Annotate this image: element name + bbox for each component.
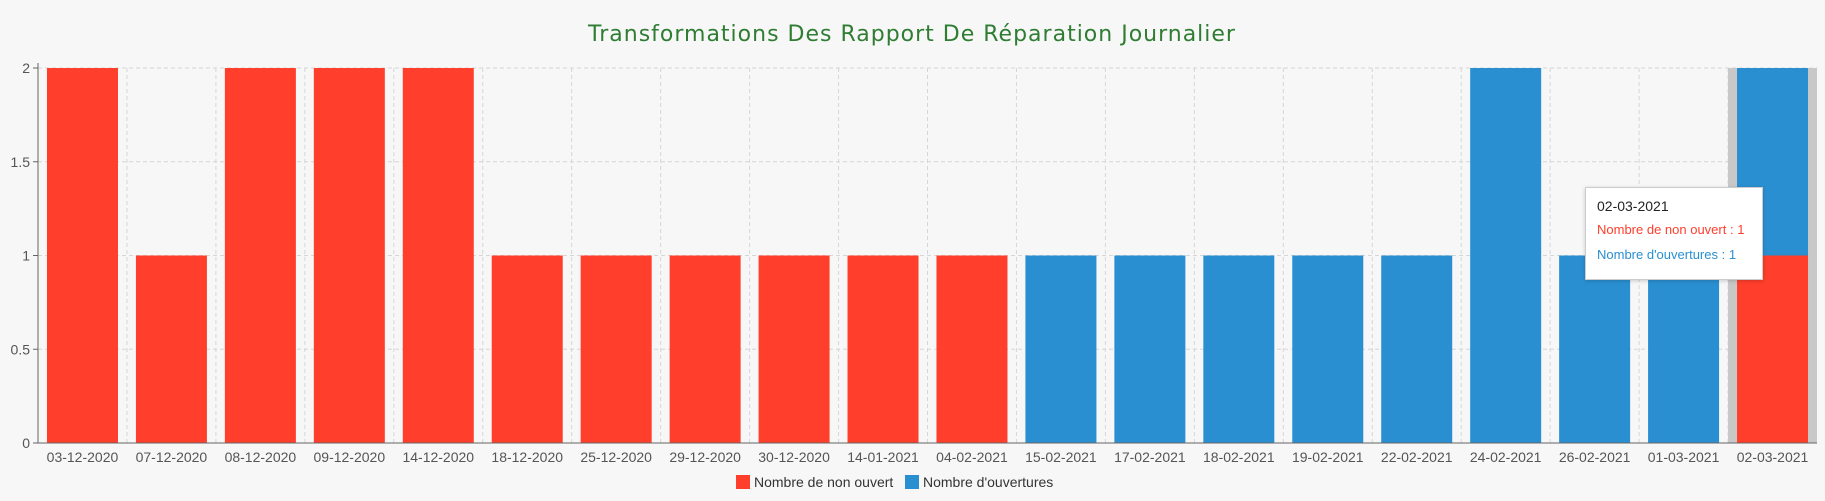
x-axis-ticks: 03-12-2020 07-12-2020 08-12-2020 09-12-2020…: [47, 449, 1809, 465]
x-tick-label: 08-12-2020: [225, 449, 297, 465]
tooltip-line-non-ouvert: Nombre de non ouvert : 1: [1597, 222, 1745, 237]
y-tick-label: 0.5: [11, 341, 31, 357]
x-tick-label: 29-12-2020: [669, 449, 741, 465]
x-tick-label: 09-12-2020: [314, 449, 386, 465]
x-tick-label: 24-02-2021: [1470, 449, 1542, 465]
legend-swatch: [905, 475, 919, 489]
tooltip-title: 02-03-2021: [1597, 198, 1669, 214]
x-tick-label: 04-02-2021: [936, 449, 1008, 465]
bar-non-ouvert-03-12-2020: [46, 68, 118, 443]
x-tick-label: 17-02-2021: [1114, 449, 1186, 465]
bar-non-ouvert-02-03-2021: [1737, 255, 1809, 443]
bar-non-ouvert-14-01-2021: [847, 255, 919, 443]
bar-non-ouvert-04-02-2021: [936, 255, 1008, 443]
bar-non-ouvert-14-12-2020: [402, 68, 474, 443]
bar-ouvertures-22-02-2021: [1381, 255, 1453, 443]
x-tick-label: 07-12-2020: [136, 449, 208, 465]
bar-ouvertures-19-02-2021: [1292, 255, 1364, 443]
y-tick-label: 1: [22, 248, 30, 264]
legend-label: Nombre de non ouvert: [754, 474, 893, 490]
tooltip: 02-03-2021 Nombre de non ouvert : 1 Nomb…: [1585, 187, 1763, 280]
legend-swatch: [736, 475, 750, 489]
x-tick-label: 14-12-2020: [402, 449, 474, 465]
x-tick-label: 02-03-2021: [1737, 449, 1809, 465]
bar-ouvertures-01-03-2021: [1648, 255, 1720, 443]
bar-ouvertures-17-02-2021: [1114, 255, 1186, 443]
x-tick-label: 19-02-2021: [1292, 449, 1364, 465]
bar-ouvertures-26-02-2021: [1559, 255, 1631, 443]
axes: [37, 63, 1817, 444]
y-tick-label: 0: [22, 435, 30, 451]
legend: Nombre de non ouvert Nombre d'ouvertures: [736, 474, 1053, 490]
bar-non-ouvert-07-12-2020: [135, 255, 207, 443]
bar-ouvertures-24-02-2021: [1470, 68, 1542, 443]
bar-ouvertures-18-02-2021: [1203, 255, 1275, 443]
bars: [46, 68, 1809, 443]
bar-non-ouvert-25-12-2020: [580, 255, 652, 443]
x-tick-label: 30-12-2020: [758, 449, 830, 465]
bar-non-ouvert-30-12-2020: [758, 255, 830, 443]
x-tick-label: 25-12-2020: [580, 449, 652, 465]
bar-non-ouvert-08-12-2020: [224, 68, 296, 443]
bar-non-ouvert-09-12-2020: [313, 68, 385, 443]
x-tick-label: 15-02-2021: [1025, 449, 1097, 465]
x-tick-label: 18-12-2020: [491, 449, 563, 465]
y-tick-label: 2: [22, 60, 30, 76]
bar-non-ouvert-29-12-2020: [669, 255, 741, 443]
x-tick-label: 26-02-2021: [1559, 449, 1631, 465]
bar-non-ouvert-18-12-2020: [491, 255, 563, 443]
tooltip-line-ouvertures: Nombre d'ouvertures : 1: [1597, 247, 1737, 262]
x-tick-label: 18-02-2021: [1203, 449, 1275, 465]
x-tick-label: 14-01-2021: [847, 449, 919, 465]
grid-lines: [38, 67, 1817, 443]
x-tick-label: 01-03-2021: [1648, 449, 1720, 465]
y-tick-label: 1.5: [11, 154, 31, 170]
chart-title: Transformations Des Rapport De Réparatio…: [587, 22, 1236, 47]
y-axis-ticks: 0 0.5 1 1.5 2: [11, 60, 38, 451]
x-tick-label: 03-12-2020: [47, 449, 119, 465]
legend-label: Nombre d'ouvertures: [923, 474, 1053, 490]
x-tick-label: 22-02-2021: [1381, 449, 1453, 465]
bar-ouvertures-15-02-2021: [1025, 255, 1097, 443]
